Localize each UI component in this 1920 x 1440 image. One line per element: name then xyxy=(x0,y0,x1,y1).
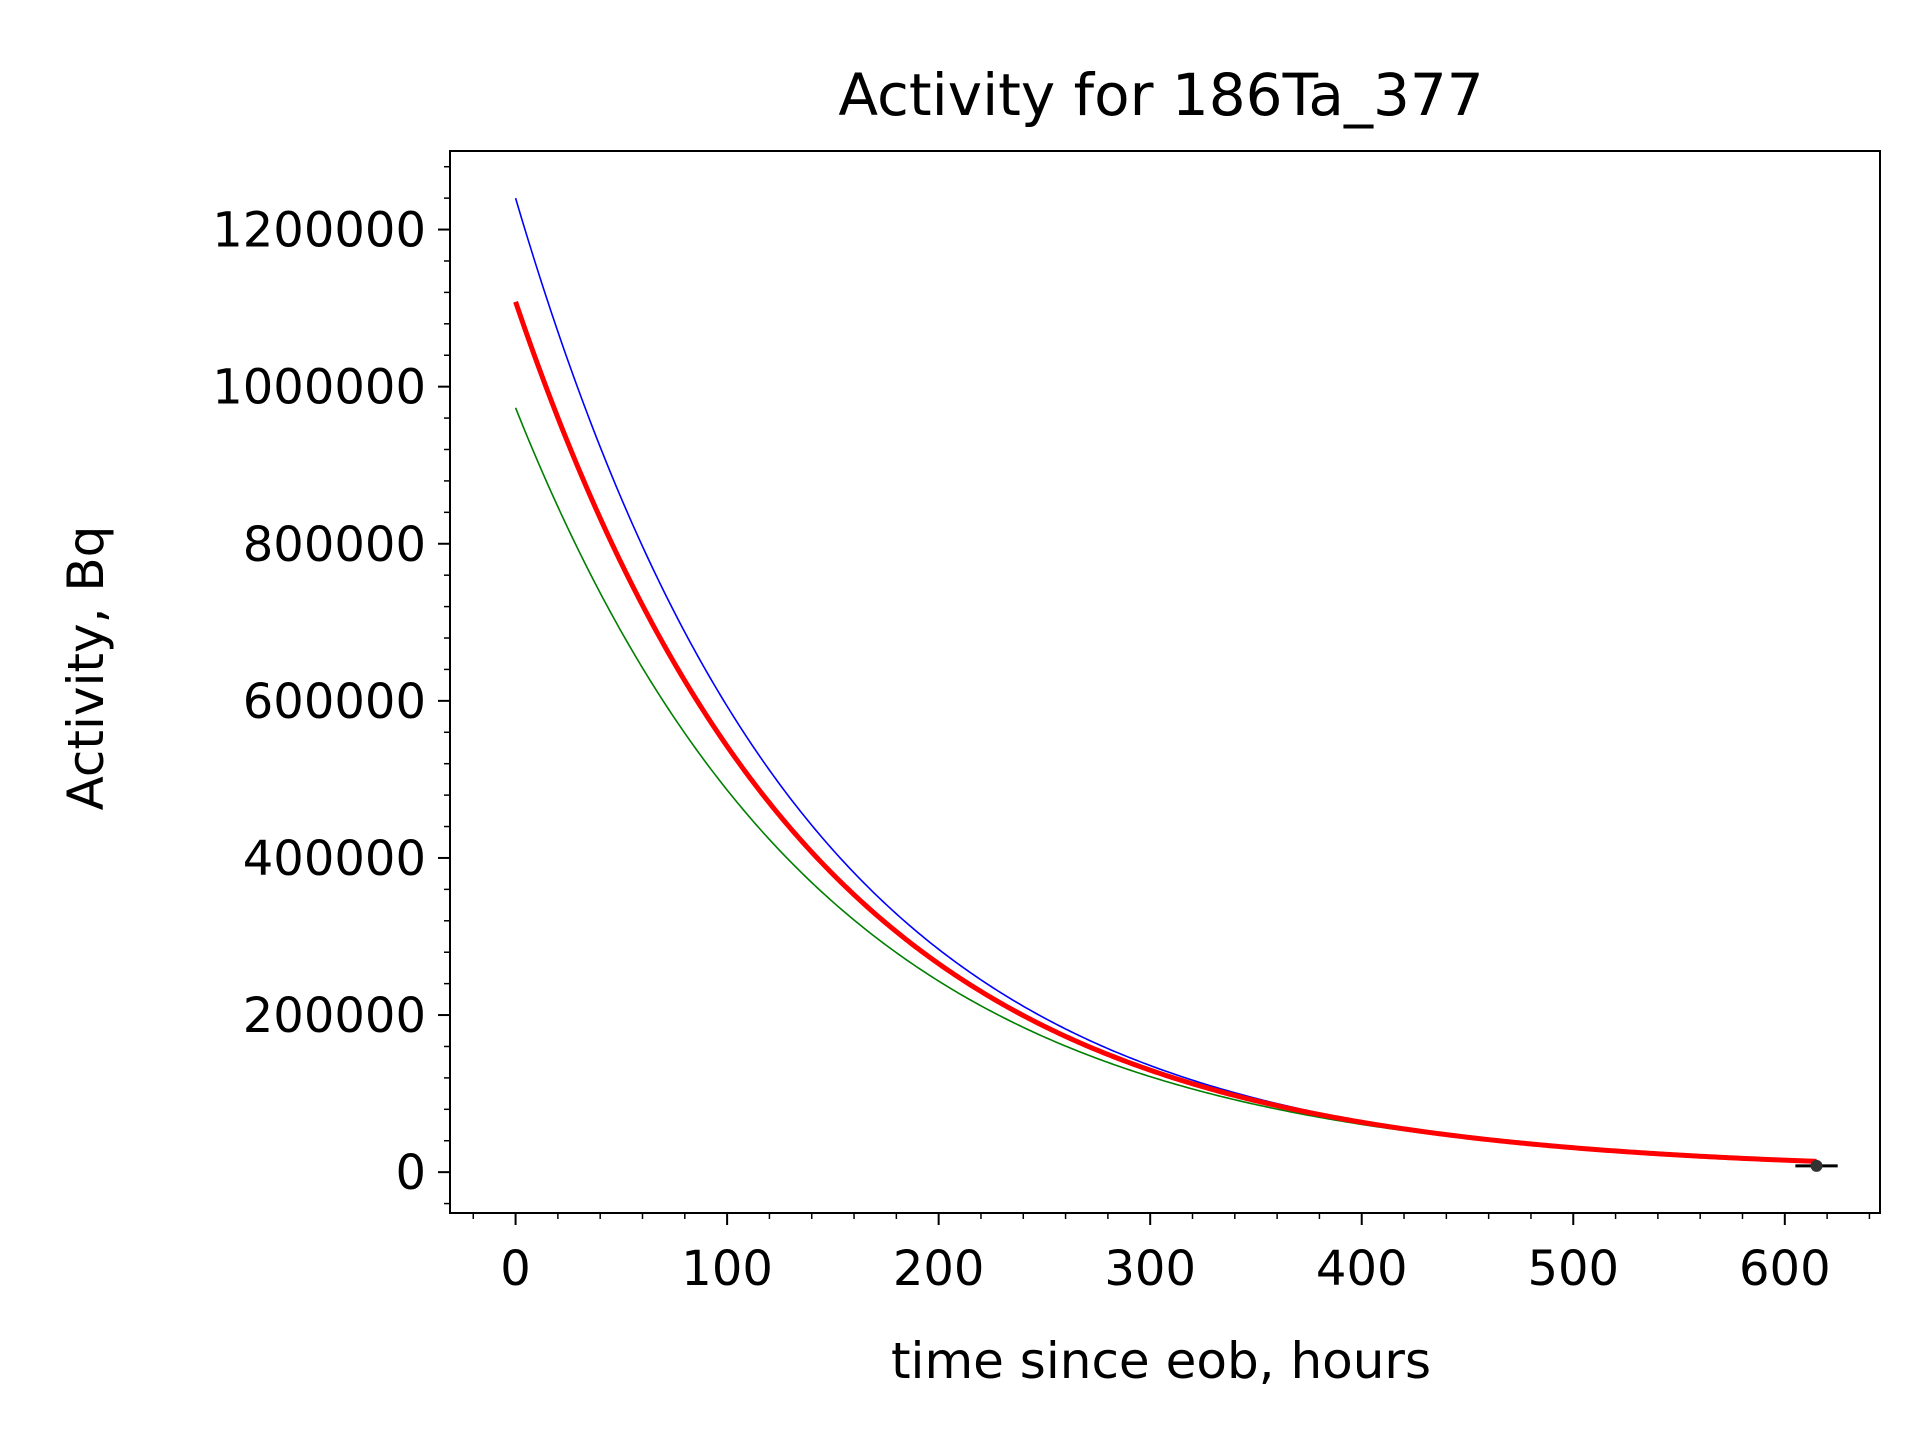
y-tick-label: 0 xyxy=(395,1145,426,1201)
plot-frame xyxy=(449,150,1881,1214)
y-axis-label: Activity, Bq xyxy=(57,526,115,811)
x-tick-label: 100 xyxy=(681,1241,773,1297)
x-tick-label: 400 xyxy=(1316,1241,1408,1297)
series-line-ff0000 xyxy=(513,301,1817,1164)
y-tick-label: 1000000 xyxy=(212,360,426,416)
y-tick-label: 800000 xyxy=(243,517,426,573)
x-tick-label: 500 xyxy=(1527,1241,1619,1297)
y-tick-label: 600000 xyxy=(243,674,426,730)
chart-title: Activity for 186Ta_377 xyxy=(838,61,1483,129)
x-tick-label: 600 xyxy=(1739,1241,1831,1297)
x-tick-label: 300 xyxy=(1104,1241,1196,1297)
measurement-point-0 xyxy=(1810,1159,1823,1172)
x-axis-label: time since eob, hours xyxy=(891,1332,1431,1390)
x-tick-label: 0 xyxy=(500,1241,531,1297)
x-tick-label: 200 xyxy=(893,1241,985,1297)
y-tick-label: 400000 xyxy=(243,831,426,887)
series-line-0000ff xyxy=(514,197,1817,1163)
series-line-008000 xyxy=(514,407,1817,1163)
y-tick-label: 1200000 xyxy=(212,203,426,259)
y-tick-label: 200000 xyxy=(243,988,426,1044)
